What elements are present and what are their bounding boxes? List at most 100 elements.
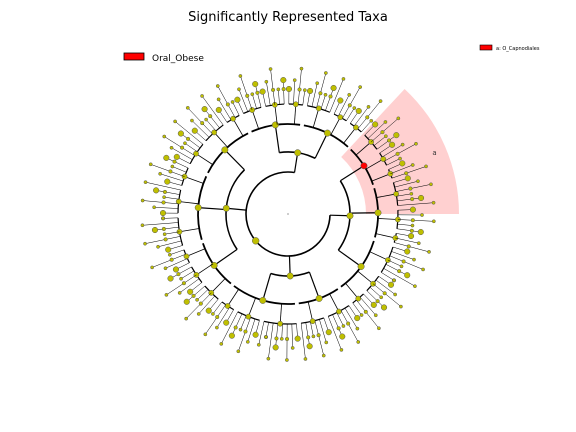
leaf-node bbox=[256, 342, 261, 347]
tree-node bbox=[297, 87, 302, 92]
branch-line bbox=[211, 278, 226, 294]
leaf-node bbox=[400, 142, 405, 147]
leaf-node bbox=[412, 257, 416, 262]
leaf-node bbox=[156, 244, 160, 249]
leaf-node bbox=[352, 106, 357, 110]
leaf-node bbox=[355, 326, 360, 331]
leaf-node bbox=[347, 92, 352, 97]
branch-line bbox=[329, 293, 340, 312]
leaf-branch bbox=[283, 80, 285, 105]
leaf-node bbox=[325, 329, 332, 336]
tree-node bbox=[175, 198, 182, 205]
leaf-node bbox=[196, 312, 201, 316]
tree-node bbox=[163, 237, 168, 242]
branch-line bbox=[262, 273, 272, 301]
leaf-branch bbox=[381, 272, 395, 281]
tree-node bbox=[294, 149, 302, 157]
tree-node bbox=[180, 145, 185, 150]
leaf-node bbox=[404, 248, 411, 255]
leaf-branch bbox=[160, 173, 184, 182]
branch-line bbox=[196, 263, 214, 276]
leaf-branch bbox=[329, 78, 344, 113]
leaf-branch bbox=[142, 200, 179, 205]
leaf-node bbox=[421, 267, 425, 272]
leaf-branch bbox=[204, 108, 220, 129]
tree-node bbox=[274, 336, 279, 341]
leaf-node bbox=[179, 276, 183, 281]
leaf-branch bbox=[395, 184, 432, 192]
leaf-node bbox=[413, 284, 417, 289]
leaf-branch bbox=[240, 75, 253, 111]
branch-line bbox=[337, 249, 362, 268]
branch-line bbox=[365, 158, 384, 170]
leaf-node bbox=[230, 100, 235, 104]
leaf-branch bbox=[316, 72, 327, 108]
tree-node bbox=[385, 257, 391, 263]
tree-node bbox=[395, 151, 400, 156]
leaf-branch bbox=[390, 164, 413, 174]
leaf-node bbox=[272, 344, 279, 351]
leaf-branch bbox=[180, 133, 201, 149]
tree-node bbox=[161, 226, 166, 231]
leaf-branch bbox=[381, 144, 403, 158]
leaf-node bbox=[184, 316, 189, 321]
leaf-node bbox=[372, 121, 379, 128]
cladogram-tree: a bbox=[140, 66, 459, 362]
tree-node bbox=[211, 129, 218, 136]
leaf-branch bbox=[373, 136, 386, 146]
leaf-branch bbox=[186, 292, 212, 319]
leaf-branch bbox=[328, 316, 342, 350]
leaf-branch bbox=[186, 285, 206, 302]
leaf-branch bbox=[152, 254, 186, 268]
leaf-node bbox=[354, 315, 361, 322]
leaf-node bbox=[215, 106, 222, 113]
leaf-node bbox=[211, 312, 215, 316]
leaf-node bbox=[215, 84, 220, 88]
leaf-branch bbox=[375, 279, 396, 295]
leaf-node bbox=[266, 356, 271, 361]
leaf-branch bbox=[164, 231, 180, 235]
leaf-branch bbox=[344, 307, 358, 329]
leaf-node bbox=[238, 74, 243, 78]
leaf-node bbox=[373, 313, 378, 318]
tree-node bbox=[286, 272, 294, 280]
leaf-branch bbox=[166, 157, 189, 169]
tree-node bbox=[316, 333, 321, 338]
leaf-node bbox=[228, 332, 235, 339]
leaf-branch bbox=[145, 181, 181, 191]
leaf-branch bbox=[383, 268, 416, 287]
branch-line bbox=[227, 289, 239, 307]
leaf-branch bbox=[357, 100, 381, 130]
leaf-branch bbox=[154, 226, 179, 231]
leaf-node bbox=[383, 134, 388, 139]
tree-node bbox=[357, 263, 365, 270]
leaf-node bbox=[200, 94, 204, 98]
legend-minor-swatch bbox=[479, 44, 493, 51]
leaf-node bbox=[203, 332, 208, 337]
tree-node bbox=[245, 93, 250, 98]
legend-main-swatch bbox=[123, 52, 145, 61]
leaf-node bbox=[393, 292, 397, 297]
leaf-node bbox=[187, 288, 194, 295]
leaf-node bbox=[417, 228, 424, 236]
branch-line bbox=[376, 193, 397, 198]
leaf-branch bbox=[297, 68, 302, 105]
leaf-node bbox=[307, 87, 314, 95]
leaf-node bbox=[148, 162, 153, 167]
leaf-node bbox=[369, 118, 374, 123]
leaf-branch bbox=[291, 323, 293, 348]
tree-node bbox=[225, 102, 230, 107]
leaf-branch bbox=[258, 321, 265, 345]
leaf-node bbox=[359, 313, 364, 317]
leaf-branch bbox=[367, 121, 386, 139]
leaf-branch bbox=[217, 85, 236, 118]
leaf-branch bbox=[332, 314, 343, 337]
leaf-node bbox=[279, 336, 284, 341]
leaf-branch bbox=[278, 89, 280, 105]
leaf-branch bbox=[395, 237, 419, 244]
leaf-branch bbox=[171, 147, 193, 160]
tree-node bbox=[215, 314, 220, 320]
leaf-branch bbox=[396, 228, 421, 233]
branch-line bbox=[198, 206, 227, 211]
tree-node bbox=[392, 235, 399, 241]
